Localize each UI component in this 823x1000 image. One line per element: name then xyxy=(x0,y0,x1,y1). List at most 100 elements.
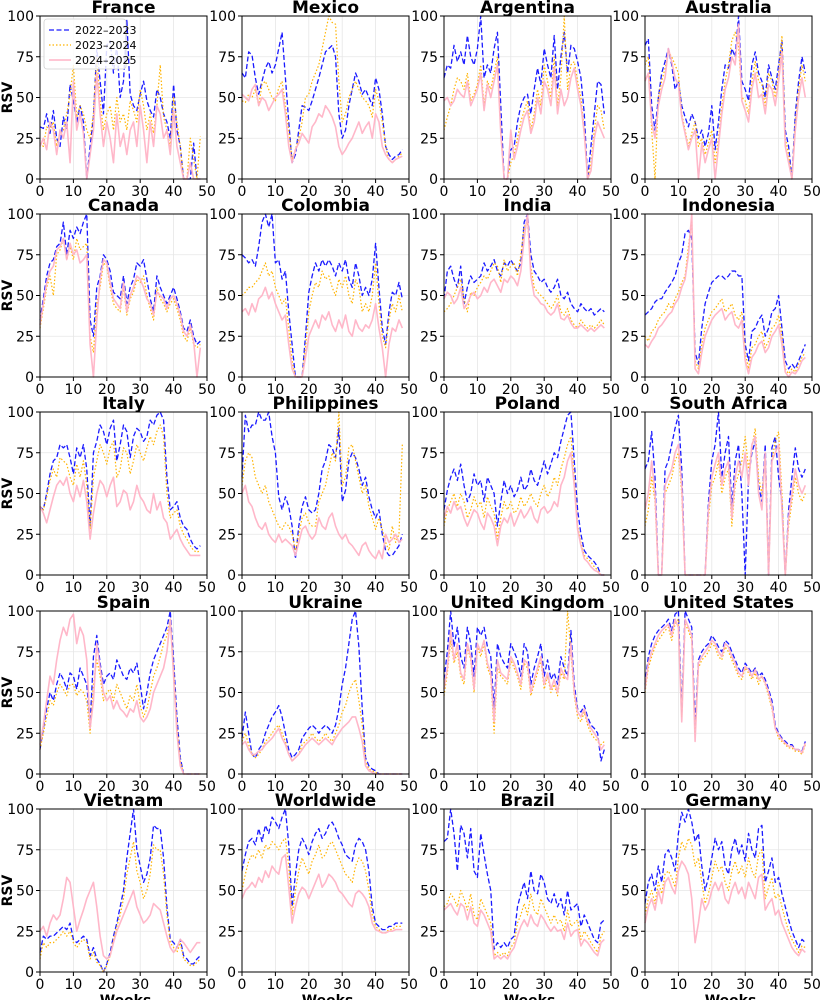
y-tick-label: 100 xyxy=(411,405,438,421)
y-tick-label: 25 xyxy=(621,131,639,147)
legend-box xyxy=(43,18,127,70)
y-tick-label: 75 xyxy=(621,50,639,66)
x-tick-label: 10 xyxy=(266,580,284,596)
y-tick-label: 50 xyxy=(16,487,34,503)
y-tick-label: 0 xyxy=(25,767,34,783)
series-line-2 xyxy=(241,411,403,552)
x-tick-label: 40 xyxy=(770,184,788,200)
x-tick-label: 20 xyxy=(502,382,520,398)
y-tick-label: 75 xyxy=(218,645,236,661)
y-tick-label: 0 xyxy=(630,568,639,584)
y-tick-label: 50 xyxy=(621,884,639,900)
x-axis-label: Weeks xyxy=(100,993,152,1000)
x-tick-label: 20 xyxy=(98,382,116,398)
y-tick-label: 75 xyxy=(420,50,438,66)
y-tick-label: 50 xyxy=(218,686,236,702)
series-line-3 xyxy=(241,716,403,775)
x-tick-label: 40 xyxy=(569,382,587,398)
y-tick-label: 25 xyxy=(420,131,438,147)
y-axis-label: RSV xyxy=(0,676,16,708)
y-tick-label: 50 xyxy=(16,289,34,305)
x-tick-label: 50 xyxy=(198,382,216,398)
x-tick-label: 50 xyxy=(602,580,620,596)
x-tick-label: 50 xyxy=(198,580,216,596)
x-tick-label: 50 xyxy=(602,382,620,398)
panel-title: United States xyxy=(663,593,794,613)
x-tick-label: 50 xyxy=(803,580,821,596)
panel-colombia: 0 10 20 30 40 50 0 25 50 75 100 Colombia xyxy=(209,196,418,398)
x-tick-label: 20 xyxy=(502,977,520,993)
x-tick-label: 20 xyxy=(98,184,116,200)
y-tick-label: 100 xyxy=(209,207,236,223)
x-axis-label: Weeks xyxy=(504,993,556,1000)
x-axis-label: Weeks xyxy=(302,993,354,1000)
series-line-3 xyxy=(644,435,807,576)
x-tick-label: 40 xyxy=(165,382,183,398)
y-tick-label: 0 xyxy=(227,767,236,783)
x-tick-label: 0 xyxy=(238,382,247,398)
x-tick-label: 30 xyxy=(736,977,754,993)
x-tick-label: 50 xyxy=(803,184,821,200)
y-tick-label: 75 xyxy=(218,248,236,264)
series-line-1 xyxy=(39,808,201,973)
x-tick-label: 30 xyxy=(131,977,149,993)
series-line-1 xyxy=(644,411,806,576)
y-tick-label: 25 xyxy=(621,329,639,345)
x-tick-label: 40 xyxy=(770,977,788,993)
panel-italy: 0 10 20 30 40 50 0 25 50 75 100 Italy RSV xyxy=(0,394,216,596)
panel-germany: 0 10 20 30 40 50 0 25 50 75 100 Germany Weeks xyxy=(612,791,821,1000)
y-tick-label: 0 xyxy=(25,965,34,981)
x-tick-label: 40 xyxy=(770,779,788,795)
x-tick-label: 40 xyxy=(569,779,587,795)
x-tick-label: 30 xyxy=(535,184,553,200)
x-tick-label: 10 xyxy=(266,184,284,200)
series-line-1 xyxy=(241,213,403,378)
y-tick-label: 75 xyxy=(16,50,34,66)
x-tick-label: 20 xyxy=(98,580,116,596)
panel-title: India xyxy=(504,196,552,216)
x-tick-label: 20 xyxy=(300,184,318,200)
y-tick-label: 100 xyxy=(7,802,34,818)
y-tick-label: 50 xyxy=(16,686,34,702)
y-tick-label: 50 xyxy=(420,91,438,107)
y-tick-label: 50 xyxy=(420,289,438,305)
series-line-3 xyxy=(443,213,605,333)
series-line-1 xyxy=(644,229,806,370)
y-tick-label: 75 xyxy=(420,446,438,462)
y-tick-label: 25 xyxy=(218,924,236,940)
x-tick-label: 0 xyxy=(641,580,650,596)
y-tick-label: 25 xyxy=(16,527,34,543)
x-tick-label: 20 xyxy=(703,382,721,398)
y-tick-label: 50 xyxy=(420,487,438,503)
x-tick-label: 0 xyxy=(36,580,45,596)
x-tick-label: 30 xyxy=(535,977,553,993)
x-tick-label: 40 xyxy=(367,382,385,398)
y-tick-label: 25 xyxy=(16,924,34,940)
y-tick-label: 100 xyxy=(612,802,639,818)
panel-australia: 0 10 20 30 40 50 0 25 50 75 100 Australia xyxy=(612,0,821,200)
x-tick-label: 30 xyxy=(535,779,553,795)
x-tick-label: 40 xyxy=(165,580,183,596)
x-tick-label: 40 xyxy=(569,580,587,596)
y-tick-label: 0 xyxy=(227,172,236,188)
series-line-2 xyxy=(241,837,403,934)
x-tick-label: 50 xyxy=(602,779,620,795)
series-line-3 xyxy=(39,476,201,557)
y-tick-label: 50 xyxy=(218,884,236,900)
series-line-2 xyxy=(241,678,403,775)
x-tick-label: 40 xyxy=(569,184,587,200)
series-line-1 xyxy=(39,213,201,346)
panel-title: Vietnam xyxy=(84,791,164,811)
y-tick-label: 100 xyxy=(7,9,34,25)
x-tick-label: 50 xyxy=(803,382,821,398)
x-tick-label: 20 xyxy=(502,580,520,596)
series-line-2 xyxy=(644,221,806,375)
y-tick-label: 25 xyxy=(16,329,34,345)
series-line-3 xyxy=(39,237,202,378)
y-tick-label: 0 xyxy=(25,568,34,584)
y-tick-label: 50 xyxy=(420,884,438,900)
panel-title: Argentina xyxy=(480,0,575,18)
y-tick-label: 50 xyxy=(621,487,639,503)
y-tick-label: 0 xyxy=(429,568,438,584)
